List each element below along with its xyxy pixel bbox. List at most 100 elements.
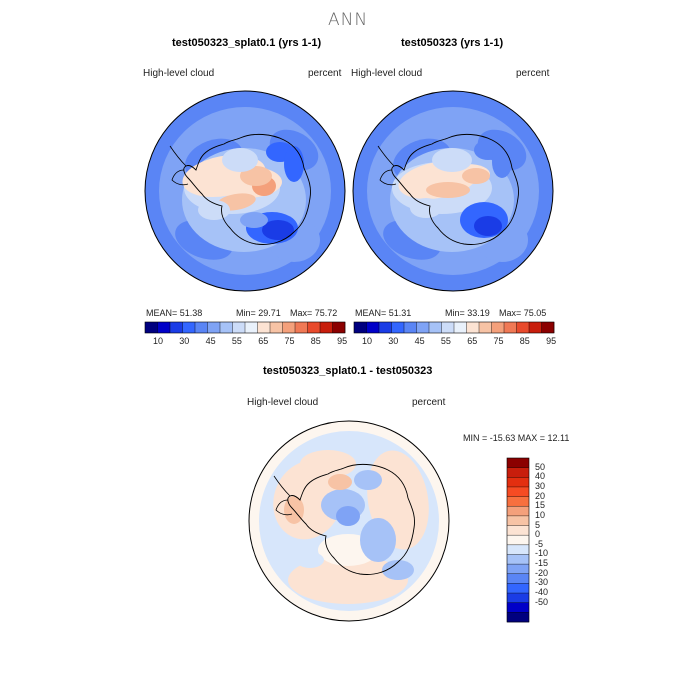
colorbar-swatch (529, 322, 542, 333)
panel1-min: Min= 29.71 (236, 308, 281, 318)
panel1-units-label: percent (308, 68, 342, 79)
colorbar-swatch (507, 506, 529, 517)
colorbar-tick-label: 40 (535, 471, 546, 482)
colorbar-tick-label: 10 (153, 336, 164, 346)
cloud-field-region (462, 168, 490, 184)
colorbar-swatch (416, 322, 430, 333)
colorbar-swatch (507, 554, 529, 565)
colorbar-swatch (541, 322, 555, 333)
colorbar-tick-label: -15 (535, 558, 549, 569)
colorbar-swatch (170, 322, 183, 333)
map-boundary (352, 90, 554, 292)
colorbar-swatch (307, 322, 321, 333)
colorbar-swatch (379, 322, 392, 333)
colorbar-swatch (507, 593, 529, 604)
colorbar-tick-label: 85 (310, 336, 321, 346)
cloud-field-region (296, 552, 324, 568)
map-boundary (248, 420, 450, 622)
colorbar-swatch (270, 322, 283, 333)
panel1-title: test050323_splat0.1 (yrs 1-1) (172, 37, 322, 49)
cloud-field-region (288, 556, 408, 604)
colorbar-tick-label: -40 (535, 587, 549, 598)
colorbar-tick-label: 65 (258, 336, 269, 346)
colorbar-swatch (507, 583, 529, 594)
colorbar-swatch (507, 486, 529, 497)
colorbar-swatch (429, 322, 442, 333)
panel1-colorbar (144, 321, 346, 334)
colorbar-swatch (507, 612, 529, 623)
cloud-field-region (328, 474, 352, 490)
colorbar-tick-label: 55 (440, 336, 451, 346)
colorbar-swatch (220, 322, 233, 333)
colorbar-tick-label: -10 (535, 548, 549, 559)
colorbar-swatch (504, 322, 517, 333)
cloud-field-region (240, 166, 272, 186)
colorbar-swatch (391, 322, 405, 333)
colorbar-tick-label: 5 (535, 519, 541, 530)
panel3-colorbar (506, 457, 530, 623)
colorbar-tick-label: 95 (546, 336, 557, 346)
colorbar-swatch (507, 573, 529, 584)
colorbar-swatch (320, 322, 333, 333)
colorbar-tick-label: -50 (535, 596, 549, 607)
colorbar-tick-label: 95 (337, 336, 348, 346)
panel3-min-max: MIN = -15.63 MAX = 12.11 (463, 433, 570, 443)
colorbar-tick-label: 30 (179, 336, 190, 346)
antarctic-peninsula (273, 475, 293, 516)
colorbar-swatch (282, 322, 296, 333)
colorbar-tick-label: 65 (467, 336, 478, 346)
colorbar-swatch (507, 477, 529, 488)
colorbar-swatch (507, 467, 529, 478)
panel1-polar-map (144, 90, 346, 292)
cloud-field-region (474, 216, 502, 236)
colorbar-tick-label: -30 (535, 577, 549, 588)
colorbar-swatch (507, 602, 529, 613)
colorbar-tick-label: -20 (535, 567, 549, 578)
antarctica-coastline (287, 463, 415, 575)
cloud-field-region (354, 470, 382, 490)
panel2-mean: MEAN= 51.31 (355, 308, 412, 318)
panel2-min: Min= 33.19 (445, 308, 490, 318)
colorbar-swatch (507, 564, 529, 575)
colorbar-swatch (232, 322, 246, 333)
map-boundary (144, 90, 346, 292)
cloud-field-region (240, 212, 268, 228)
cloud-field-region (262, 220, 294, 240)
colorbar-swatch (354, 322, 367, 333)
colorbar-swatch (479, 322, 492, 333)
cloud-field-region (410, 198, 442, 218)
colorbar-tick-label: 45 (205, 336, 216, 346)
page-title: ANN (328, 10, 369, 30)
colorbar-swatch (507, 458, 529, 468)
antarctic-peninsula (377, 145, 397, 186)
colorbar-swatch (491, 322, 505, 333)
colorbar-swatch (507, 496, 529, 507)
colorbar-swatch (257, 322, 271, 333)
cloud-field-region (382, 560, 414, 580)
colorbar-swatch (507, 544, 529, 555)
panel2-max: Max= 75.05 (499, 308, 547, 318)
panel1-field-label: High-level cloud (143, 68, 215, 79)
antarctica-coastline (183, 133, 311, 245)
cloud-field-region (492, 146, 512, 178)
colorbar-tick-label: 15 (535, 500, 546, 511)
colorbar-tick-label: -5 (535, 538, 544, 549)
colorbar-tick-label: 10 (535, 509, 546, 520)
colorbar-swatch (145, 322, 158, 333)
panel3-polar-map (248, 420, 450, 622)
cloud-field-region (360, 518, 396, 562)
panel1-mean: MEAN= 51.38 (146, 308, 203, 318)
panel3-units-label: percent (412, 397, 446, 408)
panel2-title: test050323 (yrs 1-1) (401, 37, 504, 49)
cloud-field-region (432, 148, 472, 172)
colorbar-tick-label: 20 (535, 490, 546, 501)
colorbar-swatch (454, 322, 467, 333)
colorbar-tick-label: 50 (535, 461, 546, 472)
cloud-field-region (284, 146, 304, 182)
panel2-field-label: High-level cloud (351, 68, 423, 79)
colorbar-swatch (195, 322, 208, 333)
panel1-max: Max= 75.72 (290, 308, 338, 318)
panel2-polar-map (352, 90, 554, 292)
antarctica-coastline (391, 133, 519, 245)
colorbar-swatch (207, 322, 221, 333)
